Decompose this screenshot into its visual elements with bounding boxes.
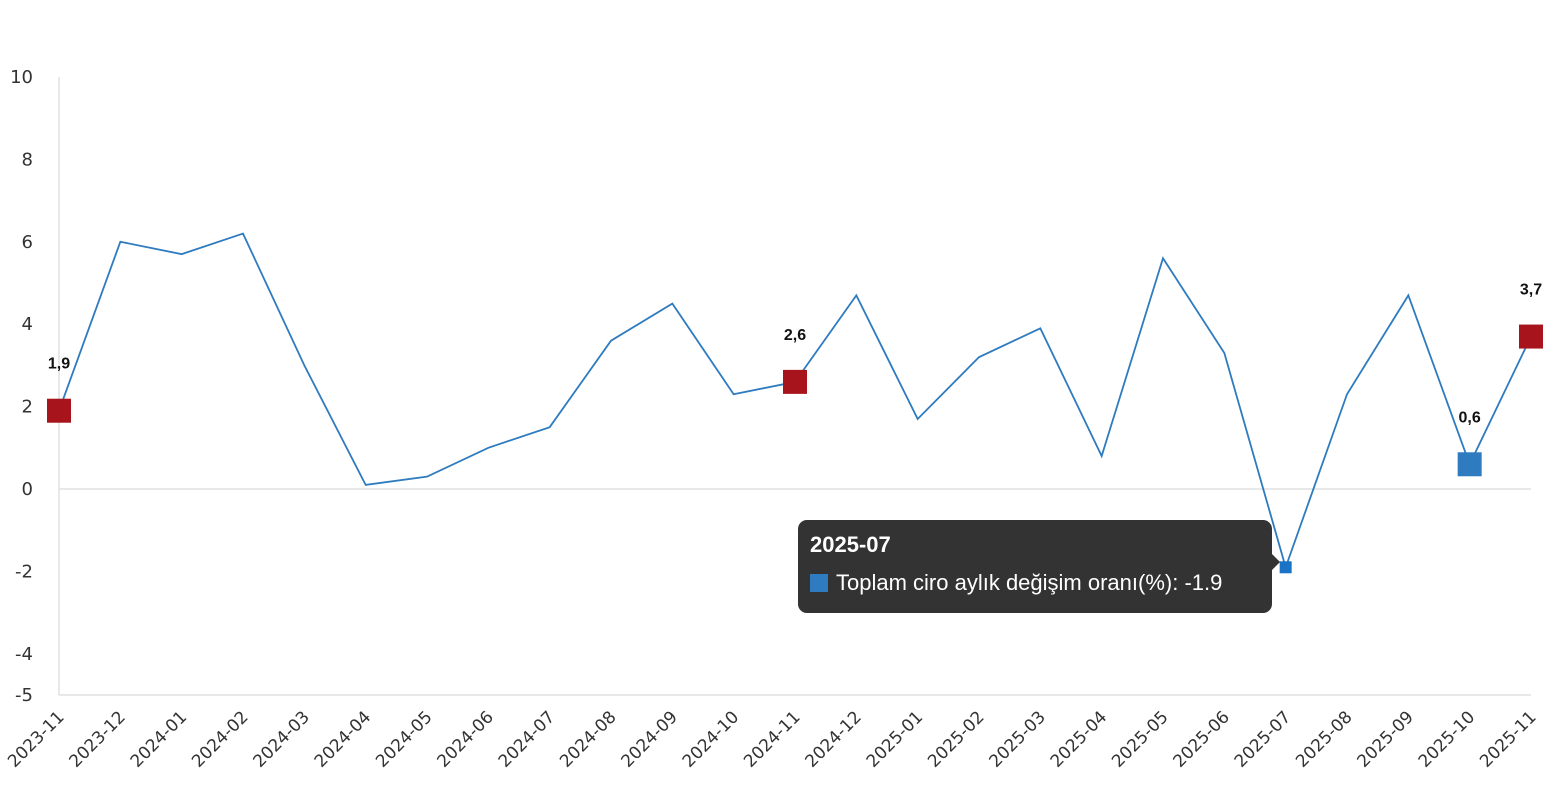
- x-tick-label: 2025-09: [1354, 707, 1418, 771]
- x-tick-label: 2025-02: [924, 707, 988, 771]
- x-tick-label: 2024-05: [372, 707, 436, 771]
- y-tick-label: 2: [22, 397, 33, 418]
- y-tick-label: -2: [15, 561, 33, 582]
- x-tick-label: 2024-10: [679, 707, 743, 771]
- x-tick-label: 2024-12: [802, 707, 866, 771]
- highlight-marker: [47, 398, 71, 423]
- x-tick-label: 2025-03: [986, 707, 1050, 771]
- x-tick-label: 2023-12: [66, 707, 130, 771]
- highlight-marker: [1457, 452, 1482, 477]
- tooltip: 2025-07 Toplam ciro aylık değişim oranı(…: [798, 520, 1280, 613]
- x-tick-label: 2025-05: [1108, 707, 1172, 771]
- y-tick-label: -4: [15, 644, 33, 665]
- y-tick-label: -5: [15, 685, 33, 706]
- x-tick-label: 2024-03: [250, 707, 314, 771]
- series-line: [58, 232, 1532, 571]
- x-tick-label: 2024-07: [495, 707, 559, 771]
- x-tick-label: 2025-06: [1170, 707, 1234, 771]
- x-tick-label: 2023-11: [4, 707, 68, 771]
- x-tick-label: 2024-01: [127, 707, 191, 771]
- series-swatch: [810, 574, 828, 592]
- y-tick-label: 8: [22, 149, 33, 170]
- x-tick-label: 2025-11: [1476, 707, 1540, 771]
- data-label: 3,7: [1520, 282, 1542, 299]
- x-tick-label: 2024-11: [740, 707, 804, 771]
- x-tick-label: 2025-07: [1231, 707, 1295, 771]
- highlight-marker: [1519, 324, 1543, 349]
- x-tick-label: 2024-08: [556, 707, 620, 771]
- x-tick-label: 2024-02: [188, 707, 252, 771]
- x-tick-label: 2025-10: [1415, 707, 1479, 771]
- x-tick-label: 2024-06: [434, 707, 498, 771]
- data-label: 2,6: [784, 327, 806, 344]
- x-tick-label: 2025-08: [1292, 707, 1356, 771]
- data-label: 0,6: [1459, 409, 1481, 426]
- x-tick-label: 2024-09: [618, 707, 682, 771]
- x-tick-label: 2024-04: [311, 707, 375, 771]
- y-tick-label: 6: [22, 232, 33, 253]
- x-tick-label: 2025-04: [1047, 707, 1111, 771]
- data-label: 1,9: [48, 356, 70, 373]
- tooltip-title: 2025-07: [810, 532, 891, 557]
- hover-marker: [1279, 561, 1292, 574]
- y-tick-label: 10: [10, 67, 33, 88]
- y-tick-label: 0: [22, 479, 33, 500]
- y-tick-label: 4: [22, 314, 33, 335]
- highlight-marker: [783, 369, 807, 394]
- tooltip-text: Toplam ciro aylık değişim oranı(%): -1.9: [836, 570, 1223, 595]
- x-tick-label: 2025-01: [863, 707, 927, 771]
